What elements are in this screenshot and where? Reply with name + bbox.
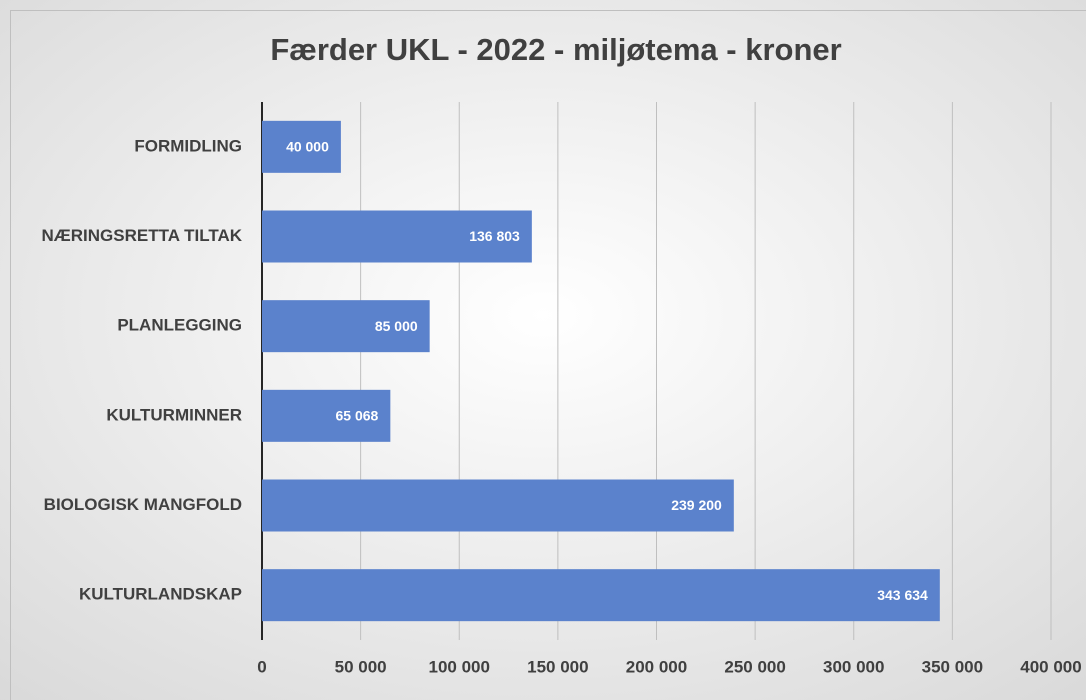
bar [262,389,391,442]
x-tick-label: 350 000 [922,657,983,676]
y-tick-label: PLANLEGGING [117,316,242,335]
bar [262,120,341,173]
bar [262,300,430,353]
x-tick-label: 100 000 [429,657,490,676]
y-tick-label: KULTURMINNER [106,405,242,424]
value-label: 136 803 [469,228,520,244]
value-label: 85 000 [375,318,418,334]
chart-title: Færder UKL - 2022 - miljøtema - kroner [270,32,841,67]
x-tick-label: 0 [257,657,266,676]
x-tick-label: 150 000 [527,657,588,676]
value-label: 343 634 [877,587,928,603]
x-tick-label: 250 000 [724,657,785,676]
y-tick-label: FORMIDLING [134,136,242,155]
bar [262,210,532,263]
x-tick-label: 300 000 [823,657,884,676]
y-tick-label: BIOLOGISK MANGFOLD [44,495,242,514]
y-tick-label: NÆRINGSRETTA TILTAK [41,226,242,245]
value-label: 65 068 [336,408,379,424]
y-tick-label: KULTURLANDSKAP [79,585,242,604]
x-tick-label: 200 000 [626,657,687,676]
value-label: 239 200 [671,497,722,513]
x-tick-label: 400 000 [1020,657,1081,676]
x-tick-label: 50 000 [335,657,387,676]
chart-border [10,10,1086,700]
bar [262,479,734,532]
bar [262,569,940,622]
value-label: 40 000 [286,139,329,155]
